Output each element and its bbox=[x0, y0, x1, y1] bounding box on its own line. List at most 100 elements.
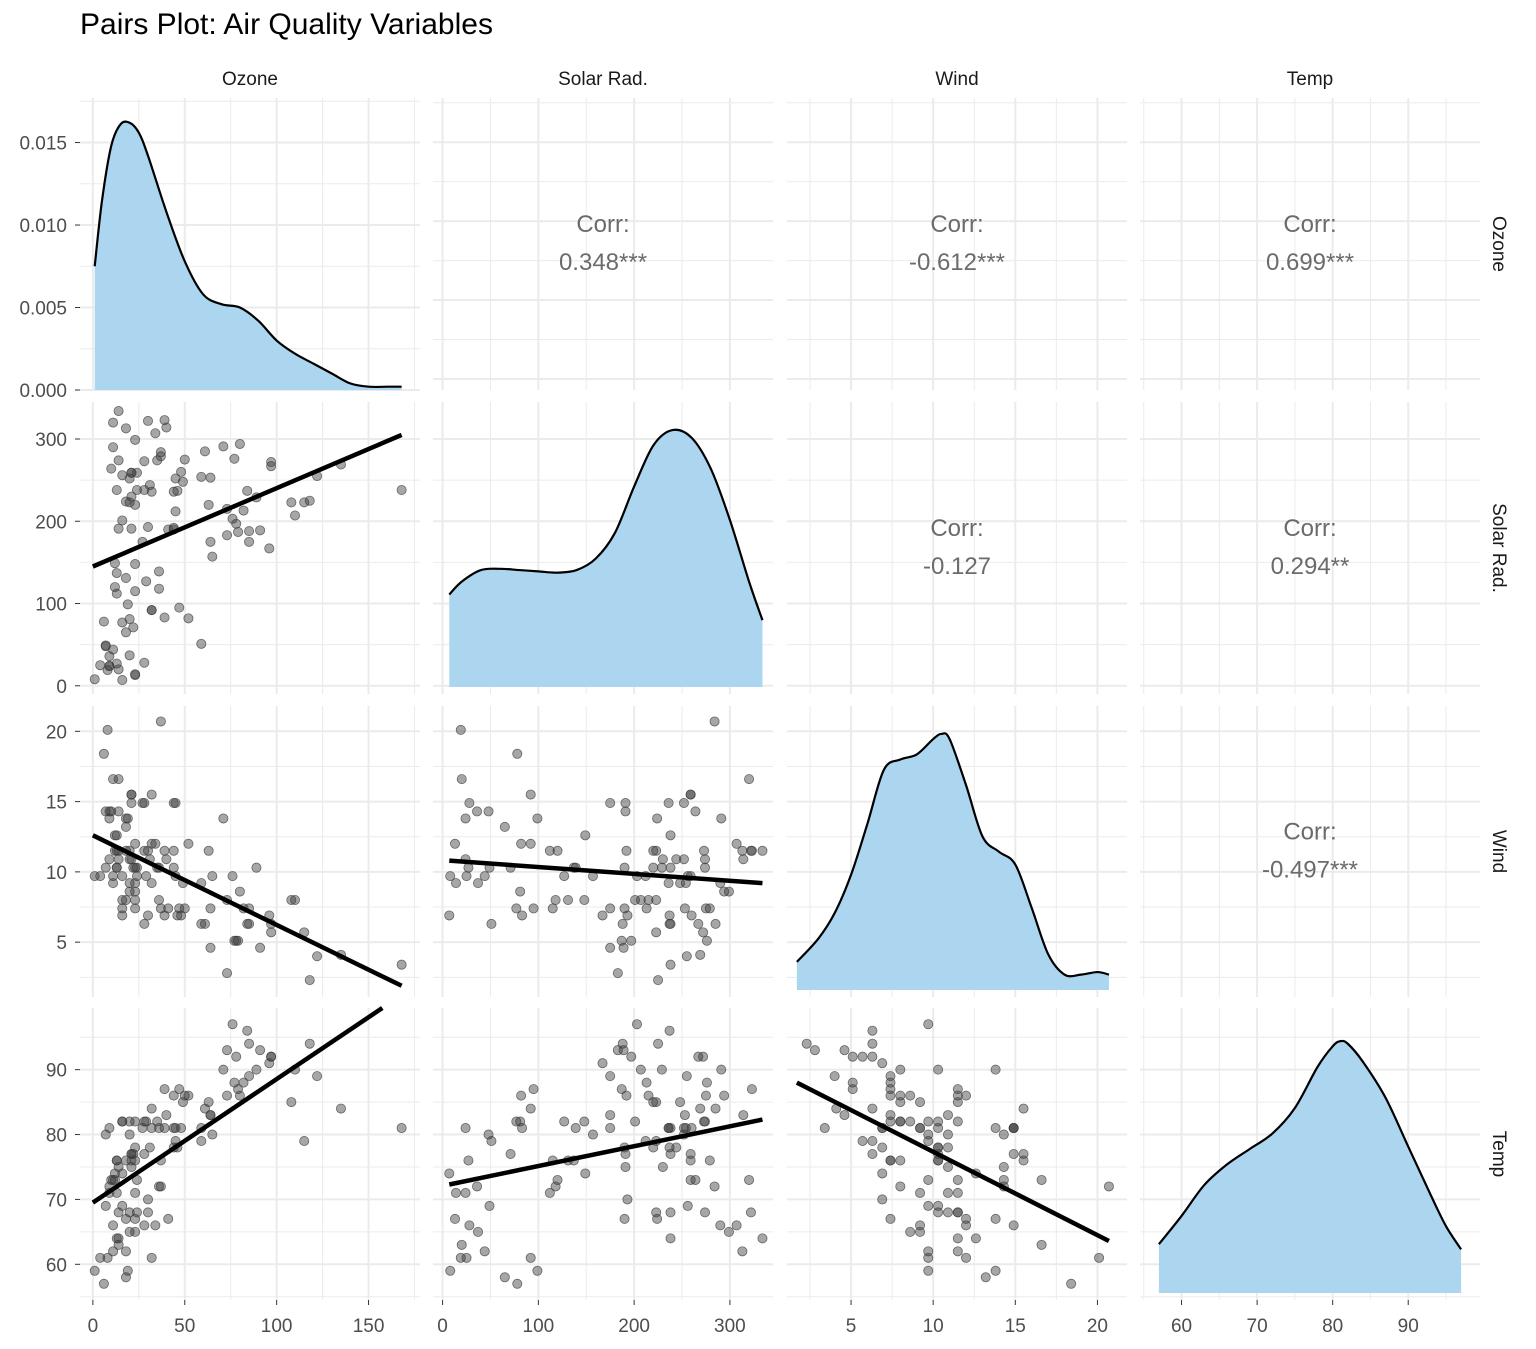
scatter-ozone-vs-temp bbox=[89, 1006, 407, 1289]
scatter-point bbox=[95, 1252, 106, 1263]
scatter-point bbox=[131, 485, 142, 496]
scatter-point bbox=[701, 1077, 712, 1088]
scatter-point bbox=[998, 1161, 1009, 1172]
scatter-point bbox=[698, 1051, 709, 1062]
scatter-point bbox=[757, 1233, 768, 1244]
scatter-point bbox=[651, 1097, 662, 1108]
strip-label-top-temp: Temp bbox=[1287, 69, 1333, 90]
scatter-point bbox=[952, 1187, 963, 1198]
scatter-point bbox=[139, 485, 150, 496]
scatter-point bbox=[651, 927, 662, 938]
scatter-point bbox=[89, 674, 100, 685]
scatter-point bbox=[867, 1051, 878, 1062]
scatter-point bbox=[663, 878, 674, 889]
scatter-point bbox=[942, 1161, 953, 1172]
scatter-point bbox=[172, 485, 183, 496]
scatter-point bbox=[113, 1161, 124, 1172]
scatter-point bbox=[512, 1278, 523, 1289]
scatter-point bbox=[472, 806, 483, 817]
scatter-point bbox=[620, 806, 631, 817]
scatter-point bbox=[686, 910, 697, 921]
scatter-point bbox=[839, 1110, 850, 1121]
scatter-point bbox=[952, 1116, 963, 1127]
scatter-point bbox=[218, 1064, 229, 1075]
scatter-point bbox=[678, 854, 689, 865]
scatter-point bbox=[450, 1187, 461, 1198]
scatter-point bbox=[550, 895, 561, 906]
scatter-point bbox=[130, 669, 141, 680]
scatter-point bbox=[304, 975, 315, 986]
density-curve-wind bbox=[796, 732, 1110, 978]
scatter-point bbox=[532, 1265, 543, 1276]
scatter-point bbox=[155, 447, 166, 458]
scatter-point bbox=[885, 1213, 896, 1224]
scatter-point bbox=[665, 1233, 676, 1244]
corr-value: -0.497*** bbox=[1262, 857, 1358, 884]
scatter-point bbox=[512, 748, 523, 759]
scatter-point bbox=[923, 1265, 934, 1276]
scatter-point bbox=[131, 862, 142, 873]
scatter-point bbox=[150, 838, 161, 849]
scatter-point bbox=[207, 871, 218, 882]
scatter-point bbox=[120, 821, 131, 832]
scatter-point bbox=[98, 1278, 109, 1289]
scatter-point bbox=[108, 417, 119, 428]
y-tick-label: 0.010 bbox=[19, 216, 67, 237]
scatter-point bbox=[579, 895, 590, 906]
scatter-point bbox=[700, 1207, 711, 1218]
scatter-point bbox=[563, 895, 574, 906]
scatter-point bbox=[597, 1058, 608, 1069]
scatter-point bbox=[867, 1038, 878, 1049]
scatter-point bbox=[154, 1123, 165, 1134]
scatter-point bbox=[396, 1123, 407, 1134]
scatter-point bbox=[174, 602, 185, 613]
scatter-point bbox=[559, 1116, 570, 1127]
x-tick-label: 200 bbox=[618, 1316, 650, 1337]
scatter-point bbox=[290, 895, 301, 906]
scatter-point bbox=[304, 1038, 315, 1049]
scatter-point bbox=[923, 1200, 934, 1211]
scatter-point bbox=[139, 456, 150, 467]
scatter-point bbox=[525, 838, 536, 849]
scatter-point bbox=[113, 455, 124, 466]
scatter-point bbox=[120, 1272, 131, 1283]
scatter-point bbox=[648, 845, 659, 856]
scatter-point bbox=[199, 918, 210, 929]
scatter-point bbox=[255, 525, 266, 536]
scatter-point bbox=[461, 871, 472, 882]
scatter-point bbox=[1008, 1220, 1019, 1231]
density-curve-ozone bbox=[93, 120, 402, 389]
scatter-point bbox=[168, 1090, 179, 1101]
scatter-point bbox=[1036, 1174, 1047, 1185]
scatter-point bbox=[933, 1123, 944, 1134]
scatter-point bbox=[126, 467, 137, 478]
scatter-point bbox=[450, 878, 461, 889]
scatter-point bbox=[486, 1136, 497, 1147]
scatter-point bbox=[990, 1265, 1001, 1276]
scatter-point bbox=[641, 1077, 652, 1088]
scatter-point bbox=[176, 1123, 187, 1134]
scatter-point bbox=[499, 821, 510, 832]
scatter-point bbox=[657, 854, 668, 865]
scatter-point bbox=[700, 854, 711, 865]
scatter-point bbox=[473, 878, 484, 889]
scatter-point bbox=[104, 1123, 115, 1134]
scatter-point bbox=[251, 862, 262, 873]
strip-label-right-wind: Wind bbox=[1488, 830, 1509, 873]
scatter-point bbox=[130, 886, 141, 897]
scatter-point bbox=[699, 1116, 710, 1127]
scatter-point bbox=[622, 1194, 633, 1205]
scatter-point bbox=[695, 949, 706, 960]
scatter-point bbox=[154, 566, 165, 577]
scatter-point bbox=[100, 1200, 111, 1211]
scatter-point bbox=[161, 854, 172, 865]
scatter-point bbox=[124, 1226, 135, 1237]
scatter-point bbox=[126, 1155, 137, 1166]
scatter-point bbox=[120, 627, 131, 638]
scatter-point bbox=[651, 845, 662, 856]
scatter-point bbox=[244, 1038, 255, 1049]
scatter-point bbox=[168, 486, 179, 497]
scatter-point bbox=[738, 1110, 749, 1121]
scatter-point bbox=[227, 513, 238, 524]
